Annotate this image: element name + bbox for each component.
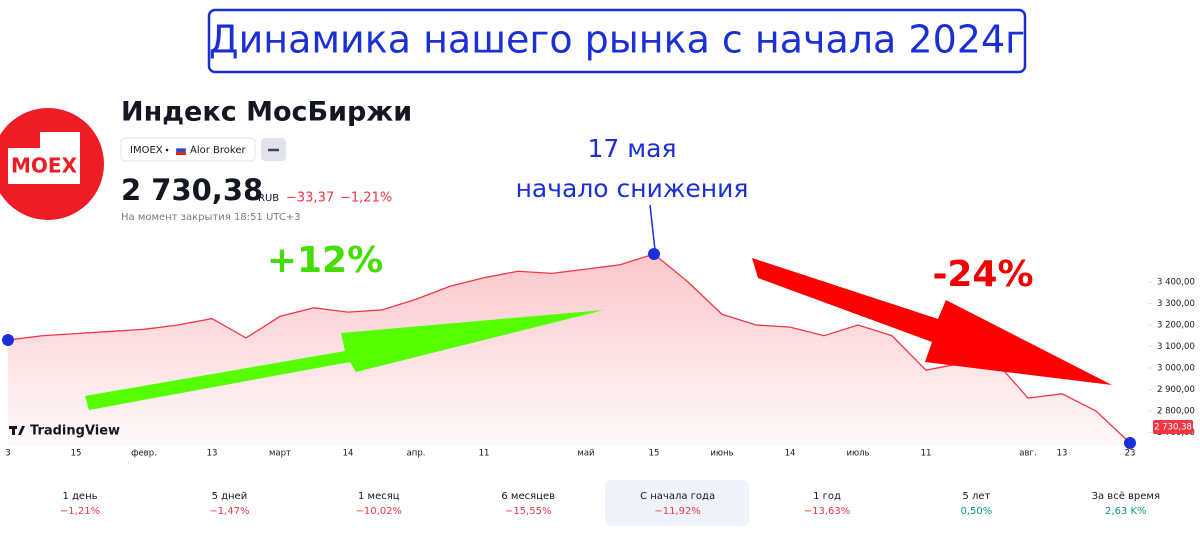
rise-label: +12%: [267, 240, 383, 281]
logo-text: MOEX: [11, 154, 78, 178]
fall-arrow: [752, 258, 1112, 385]
period-value[interactable]: −10,02%: [356, 506, 403, 517]
x-tick-label: май: [577, 449, 594, 459]
period-label[interactable]: За всё время: [1092, 491, 1160, 502]
period-label[interactable]: 1 месяц: [358, 491, 400, 502]
period-label[interactable]: С начала года: [640, 491, 715, 502]
plot: 3 400,00 3 300,00 3 200,00 3 100,00 3 000,00…: [2, 248, 1195, 459]
area: [8, 254, 1130, 446]
change-pct: −1,21%: [340, 191, 392, 206]
period-value[interactable]: −15,55%: [505, 506, 552, 517]
peak-pointer: [649, 204, 656, 251]
broker: Alor Broker: [190, 145, 246, 156]
x-tick-label: авг.: [1019, 449, 1036, 459]
highlight-point: [2, 334, 14, 347]
period-value[interactable]: 2,63 K%: [1105, 506, 1147, 517]
period-value[interactable]: 0,50%: [961, 506, 993, 517]
symbol-name: Индекс МосБиржи: [121, 97, 412, 128]
ticker: IMOEX: [130, 145, 163, 156]
period-value[interactable]: −11,92%: [654, 506, 701, 517]
logo-notch: [40, 132, 80, 150]
x-tick-label: 11: [479, 449, 490, 459]
change: −33,37: [286, 191, 334, 206]
x-tick-label: 13: [1057, 449, 1068, 459]
x-tick-label: 14: [343, 449, 354, 459]
x-tick-label: 13: [207, 449, 218, 459]
peak-date: 17 мая: [588, 134, 677, 163]
y-tick-label: 3 100,00: [1157, 342, 1195, 352]
brand-icon: [12, 426, 15, 435]
brand: TradingView: [30, 424, 120, 439]
flag-white: [176, 145, 186, 149]
period-label[interactable]: 6 месяцев: [501, 491, 555, 502]
y-tick-label: 3 000,00: [1157, 364, 1195, 374]
logo-plate: [8, 148, 80, 184]
x-tick-label: 15: [71, 449, 82, 459]
x-tick-label: февр.: [131, 449, 157, 459]
currency: RUB: [258, 193, 279, 204]
banner-title: Динамика нашего рынка с начала 2024г: [209, 18, 1025, 62]
x-tick-label: 23: [1125, 449, 1136, 459]
period-value[interactable]: −13,63%: [804, 506, 851, 517]
period-label[interactable]: 5 лет: [962, 491, 990, 502]
banner-box: [207, 8, 1027, 74]
y-tick-label: 2 900,00: [1157, 385, 1195, 395]
period-label[interactable]: 1 день: [62, 491, 97, 502]
rise-arrow: [85, 310, 604, 410]
period-label[interactable]: 5 дней: [212, 491, 248, 502]
close-note: На момент закрытия 18:51 UTC+3: [121, 212, 301, 223]
line: [7, 253, 1131, 444]
active-period: [605, 480, 749, 526]
highlight-point: [648, 248, 660, 261]
x-tick-label: 3: [5, 449, 10, 459]
flag-red: [176, 151, 186, 155]
brand-icon: [18, 426, 25, 435]
x-tick-label: июнь: [710, 449, 733, 459]
price: 2 730,38: [121, 173, 263, 207]
peak-text: начало снижения: [516, 174, 749, 203]
x-tick-label: 15: [649, 449, 660, 459]
x-tick-label: июль: [846, 449, 869, 459]
y-tick-label: 3 300,00: [1157, 299, 1195, 309]
separator: [165, 148, 169, 152]
x-tick-label: апр.: [407, 449, 426, 459]
period-value[interactable]: −1,47%: [209, 506, 249, 517]
x-tick-label: 14: [785, 449, 796, 459]
period-label[interactable]: 1 год: [813, 491, 841, 502]
ticker-pill: [120, 137, 256, 162]
fall-label: -24%: [932, 254, 1033, 295]
price-tag: [1153, 420, 1193, 434]
price-tag-label: 2 730,38: [1154, 423, 1192, 433]
y-tick-label: 3 400,00: [1157, 278, 1195, 288]
highlight-point: [1124, 437, 1136, 450]
x-tick-label: март: [269, 449, 291, 459]
period-value[interactable]: −1,21%: [60, 506, 100, 517]
y-tick-label: 2 800,00: [1157, 407, 1195, 417]
y-tick-label: 3 200,00: [1157, 321, 1195, 331]
x-tick-label: 11: [921, 449, 932, 459]
periods: 1 день −1,21% 5 дней −1,47% 1 месяц −10,02% 6 …: [60, 491, 1160, 517]
